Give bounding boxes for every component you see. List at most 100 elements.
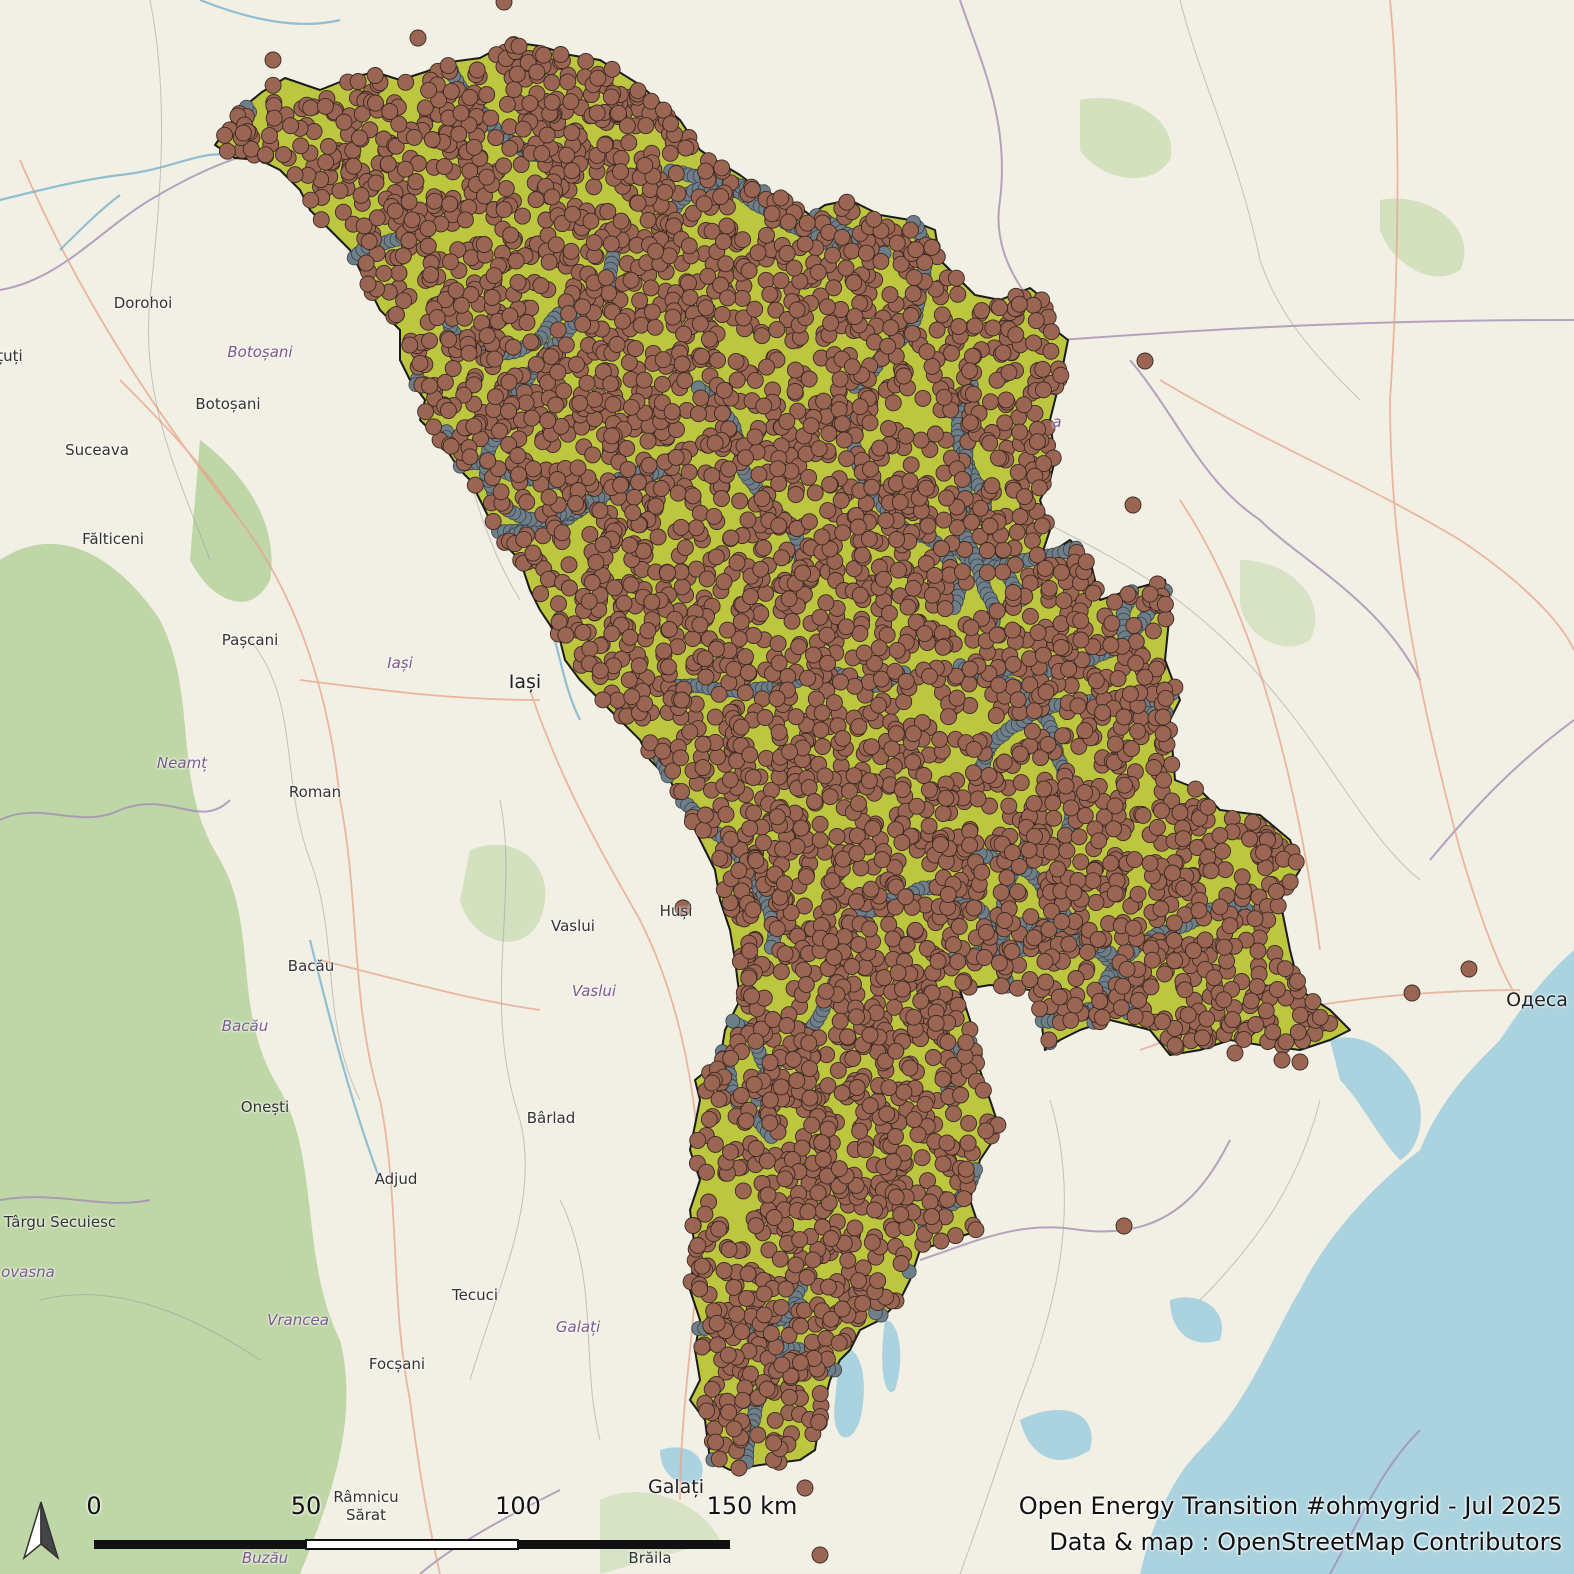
substation-marker [1126, 1008, 1144, 1025]
substation-marker [814, 1150, 832, 1168]
substation-marker [317, 153, 335, 171]
substation-marker [478, 327, 496, 345]
substation-marker [1190, 901, 1208, 919]
substation-marker [673, 783, 691, 801]
substation-marker [961, 836, 979, 854]
substation-marker [786, 382, 804, 400]
substation-marker [234, 124, 252, 142]
substation-marker [734, 1182, 752, 1200]
substation-marker [772, 272, 790, 289]
substation-marker [787, 1256, 805, 1274]
substation-marker [786, 361, 804, 379]
substation-marker [809, 1184, 827, 1202]
substation-marker [1084, 872, 1102, 890]
substation-marker [1216, 861, 1234, 879]
substation-marker [744, 769, 762, 786]
substation-marker [820, 898, 838, 916]
substation-marker [881, 604, 898, 622]
substation-marker [426, 192, 444, 210]
substation-marker [302, 191, 320, 209]
substation-marker [1087, 672, 1105, 690]
substation-marker [696, 806, 714, 824]
lake-south-2 [882, 1320, 901, 1392]
substation-marker [1125, 617, 1143, 634]
substation-marker [367, 174, 385, 192]
substation-marker [676, 539, 694, 557]
substation-marker [747, 1032, 765, 1050]
substation-marker [1055, 592, 1073, 610]
substation-marker [800, 513, 818, 531]
substation-marker [847, 893, 865, 911]
substation-marker [713, 306, 731, 323]
substation-marker [888, 641, 906, 659]
substation-marker [898, 936, 916, 954]
substation-marker [539, 570, 557, 588]
substation-marker [706, 434, 724, 452]
substation-marker [352, 186, 370, 204]
substation-marker [758, 1152, 776, 1170]
substation-marker [659, 564, 676, 582]
substation-marker [691, 315, 709, 333]
substation-marker [528, 63, 546, 81]
substation-marker [608, 336, 626, 353]
substation-marker [802, 417, 820, 435]
substation-marker [345, 157, 363, 175]
substation-marker [603, 60, 621, 78]
substation-marker [961, 414, 979, 432]
substation-marker [761, 285, 779, 303]
substation-marker [518, 493, 536, 511]
substation-marker [738, 1289, 756, 1307]
substation-marker [447, 281, 465, 299]
substation-marker [564, 205, 581, 223]
substation-marker [390, 264, 408, 282]
substation-marker [804, 1251, 822, 1269]
substation-marker [806, 484, 824, 502]
substation-marker [501, 139, 519, 157]
substation-marker [482, 109, 500, 127]
substation-marker [733, 1323, 751, 1341]
substation-marker [1281, 873, 1299, 891]
substation-marker [924, 1049, 942, 1066]
substation-marker [1289, 1023, 1307, 1041]
substation-marker [1042, 323, 1060, 341]
substation-marker [904, 753, 922, 771]
substation-marker [667, 165, 685, 183]
substation-marker [939, 1191, 956, 1209]
substation-marker [1175, 879, 1193, 897]
substation-marker [950, 318, 968, 335]
substation-marker [312, 211, 330, 229]
substation-marker [677, 139, 695, 157]
substation-marker [367, 94, 384, 112]
substation-marker [1165, 931, 1183, 949]
substation-marker [846, 677, 864, 695]
substation-marker [505, 81, 523, 99]
substation-marker [500, 402, 517, 420]
substation-marker [788, 838, 806, 855]
substation-marker [485, 267, 503, 285]
substation-marker [1241, 830, 1259, 848]
substation-marker [821, 788, 839, 806]
substation-marker [1004, 655, 1022, 673]
substation-marker [814, 738, 832, 755]
substation-marker [542, 348, 560, 366]
substation-marker [1052, 563, 1070, 581]
substation-marker [495, 201, 513, 219]
substation-marker [825, 948, 843, 966]
substation-marker [697, 162, 715, 180]
substation-marker [401, 336, 419, 354]
substation-marker [1025, 794, 1043, 812]
substation-marker [1027, 312, 1045, 330]
substation-marker [669, 484, 687, 502]
substation-marker [856, 1141, 874, 1159]
substation-marker [500, 373, 518, 391]
substation-marker [852, 859, 870, 877]
substation-marker [965, 899, 983, 917]
substation-marker [1257, 1002, 1275, 1020]
substation-marker [655, 642, 673, 660]
substation-marker [580, 592, 598, 610]
substation-marker [1143, 951, 1161, 969]
substation-marker [690, 405, 707, 423]
